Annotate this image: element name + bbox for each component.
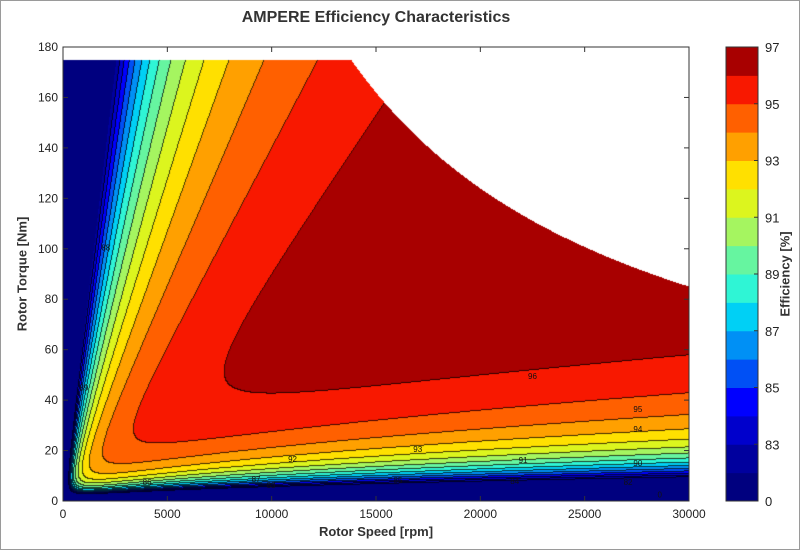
contour-label: 90 xyxy=(633,459,642,468)
contour-fill xyxy=(63,47,689,501)
x-tick-label: 5000 xyxy=(154,507,181,521)
contour-label: 84 xyxy=(510,477,519,486)
colorbar-band xyxy=(726,302,758,332)
colorbar-band xyxy=(726,472,758,502)
contour-label: 87 xyxy=(252,475,261,484)
colorbar-band xyxy=(726,274,758,303)
contour-label: 88 xyxy=(101,244,110,253)
colorbar-band xyxy=(726,444,758,474)
y-tick-label: 140 xyxy=(38,141,58,155)
colorbar-band xyxy=(726,359,758,388)
colorbar-band xyxy=(726,245,758,275)
colorbar-tick-label: 0 xyxy=(765,494,772,509)
x-tick-label: 30000 xyxy=(672,507,706,521)
contour-label: 95 xyxy=(633,405,642,414)
y-tick-label: 180 xyxy=(38,40,58,54)
x-axis-label: Rotor Speed [rpm] xyxy=(318,524,434,539)
x-tick-label: 10000 xyxy=(255,507,289,521)
contour-label: 96 xyxy=(528,372,537,381)
plot-frame xyxy=(62,46,690,502)
x-tick-label: 0 xyxy=(60,507,67,521)
colorbar-band xyxy=(726,415,758,445)
colorbar-tick-label: 95 xyxy=(765,97,779,112)
colorbar-label: Efficiency [%] xyxy=(777,231,793,317)
colorbar-band xyxy=(726,160,758,190)
colorbar-tick-label: 89 xyxy=(765,267,779,282)
colorbar-band xyxy=(726,188,758,218)
colorbar-band xyxy=(726,132,758,161)
chart-title: AMPERE Efficiency Characteristics xyxy=(241,9,511,26)
y-tick-label: 100 xyxy=(38,242,58,256)
x-tick-label: 25000 xyxy=(568,507,602,521)
colorbar-band xyxy=(726,75,758,105)
contour-label: 92 xyxy=(288,455,297,464)
colorbar-band xyxy=(726,217,758,247)
y-axis-label: Rotor Torque [Nm] xyxy=(14,216,30,332)
contour-label: 89 xyxy=(79,384,88,393)
colorbar-tick-label: 83 xyxy=(765,437,779,452)
contour-label: 83 xyxy=(267,481,276,490)
colorbar-band xyxy=(726,387,758,417)
colorbar-tick-label: 97 xyxy=(765,40,779,55)
y-tick-label: 60 xyxy=(45,343,59,357)
x-tick-label: 20000 xyxy=(464,507,498,521)
contour-label: 94 xyxy=(633,425,642,434)
y-tick-label: 0 xyxy=(51,494,58,508)
x-tick-label: 15000 xyxy=(359,507,393,521)
colorbar-band xyxy=(726,103,758,133)
colorbar-tick-label: 85 xyxy=(765,381,779,396)
contour-label: 86 xyxy=(143,478,152,487)
colorbar-band xyxy=(726,330,758,360)
colorbar-band xyxy=(726,47,758,76)
y-tick-label: 120 xyxy=(38,191,58,205)
y-tick-label: 80 xyxy=(45,292,59,306)
colorbar-tick-label: 87 xyxy=(765,324,779,339)
contour-label: 93 xyxy=(413,445,422,454)
y-tick-label: 160 xyxy=(38,90,58,104)
y-tick-label: 40 xyxy=(45,393,59,407)
y-tick-label: 20 xyxy=(45,444,59,458)
colorbar-tick-label: 91 xyxy=(765,210,779,225)
colorbar-tick-label: 93 xyxy=(765,154,779,169)
contour-label: 85 xyxy=(393,476,402,485)
contour-label: 82 xyxy=(624,478,633,487)
contour-label: 0 xyxy=(658,491,663,500)
contour-label: 91 xyxy=(519,456,528,465)
